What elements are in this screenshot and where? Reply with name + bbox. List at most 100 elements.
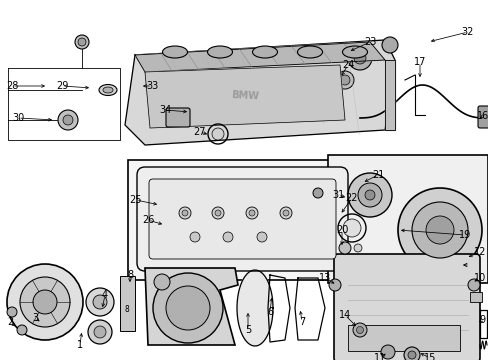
Circle shape (75, 35, 89, 49)
Circle shape (33, 290, 57, 314)
Circle shape (93, 295, 107, 309)
Text: 27: 27 (193, 127, 206, 137)
Circle shape (153, 273, 223, 343)
Polygon shape (145, 268, 238, 345)
Text: 8: 8 (127, 270, 133, 280)
Text: 21: 21 (371, 170, 384, 180)
Circle shape (63, 115, 73, 125)
FancyBboxPatch shape (149, 179, 335, 259)
Circle shape (20, 277, 70, 327)
Circle shape (347, 46, 371, 70)
Circle shape (165, 286, 209, 330)
Text: 15: 15 (423, 353, 435, 360)
Text: 8: 8 (124, 306, 129, 315)
Circle shape (338, 242, 350, 254)
Circle shape (397, 188, 481, 272)
Circle shape (380, 345, 394, 359)
Circle shape (411, 202, 467, 258)
Circle shape (154, 274, 170, 290)
Circle shape (88, 320, 112, 344)
Circle shape (7, 264, 83, 340)
Circle shape (403, 347, 419, 360)
Circle shape (223, 232, 232, 242)
Text: 24: 24 (341, 60, 353, 70)
Text: 12: 12 (473, 247, 485, 257)
Circle shape (215, 210, 221, 216)
Text: BMW: BMW (230, 90, 259, 102)
Circle shape (257, 232, 266, 242)
Text: 3: 3 (32, 313, 38, 323)
Circle shape (86, 288, 114, 316)
Text: 7: 7 (298, 317, 305, 327)
Circle shape (94, 326, 106, 338)
Circle shape (212, 207, 224, 219)
Circle shape (342, 219, 360, 237)
Text: 5: 5 (244, 325, 251, 335)
Text: 4: 4 (102, 290, 108, 300)
Text: 14: 14 (338, 310, 350, 320)
FancyBboxPatch shape (477, 106, 488, 128)
Text: 33: 33 (145, 81, 158, 91)
Ellipse shape (207, 46, 232, 58)
Text: 1: 1 (77, 340, 83, 350)
Circle shape (467, 279, 479, 291)
Ellipse shape (297, 46, 322, 58)
Circle shape (425, 216, 453, 244)
Ellipse shape (162, 46, 187, 58)
Bar (327, 155, 487, 283)
Circle shape (58, 110, 78, 130)
Text: 6: 6 (266, 307, 272, 317)
Text: 34: 34 (159, 105, 171, 115)
Circle shape (212, 128, 224, 140)
Circle shape (283, 210, 288, 216)
Circle shape (357, 183, 381, 207)
Polygon shape (145, 65, 345, 128)
Polygon shape (384, 60, 394, 130)
Circle shape (312, 188, 323, 198)
Circle shape (339, 75, 349, 85)
Text: 23: 23 (363, 37, 375, 47)
Circle shape (182, 210, 187, 216)
Circle shape (381, 37, 397, 53)
Circle shape (364, 190, 374, 200)
Bar (469, 292, 481, 302)
Text: 29: 29 (56, 81, 68, 91)
Text: 17: 17 (413, 57, 426, 67)
Circle shape (353, 52, 365, 64)
Circle shape (179, 207, 191, 219)
Circle shape (328, 279, 340, 291)
Circle shape (7, 307, 17, 317)
Bar (347, 325, 459, 351)
FancyBboxPatch shape (165, 108, 190, 127)
Bar (128, 160, 362, 280)
Polygon shape (135, 42, 384, 72)
Polygon shape (125, 40, 394, 145)
Circle shape (245, 207, 258, 219)
Circle shape (78, 38, 86, 46)
Text: 25: 25 (129, 195, 142, 205)
Text: 10: 10 (473, 273, 485, 283)
Text: 11: 11 (373, 353, 386, 360)
Circle shape (280, 207, 291, 219)
Ellipse shape (252, 46, 277, 58)
Text: 19: 19 (458, 230, 470, 240)
Circle shape (335, 71, 353, 89)
FancyBboxPatch shape (137, 167, 347, 271)
Polygon shape (237, 270, 272, 346)
Circle shape (352, 323, 366, 337)
Circle shape (407, 351, 415, 359)
Ellipse shape (103, 87, 113, 93)
Circle shape (17, 325, 27, 335)
FancyArrowPatch shape (463, 263, 466, 267)
Text: 13: 13 (318, 273, 330, 283)
Text: 31: 31 (331, 190, 344, 200)
Text: 2: 2 (7, 317, 13, 327)
Text: 28: 28 (6, 81, 18, 91)
Circle shape (190, 232, 200, 242)
Circle shape (347, 173, 391, 217)
Text: 30: 30 (12, 113, 24, 123)
Text: 16: 16 (476, 111, 488, 121)
Ellipse shape (99, 85, 117, 95)
FancyBboxPatch shape (333, 254, 479, 360)
Bar (120, 276, 135, 331)
